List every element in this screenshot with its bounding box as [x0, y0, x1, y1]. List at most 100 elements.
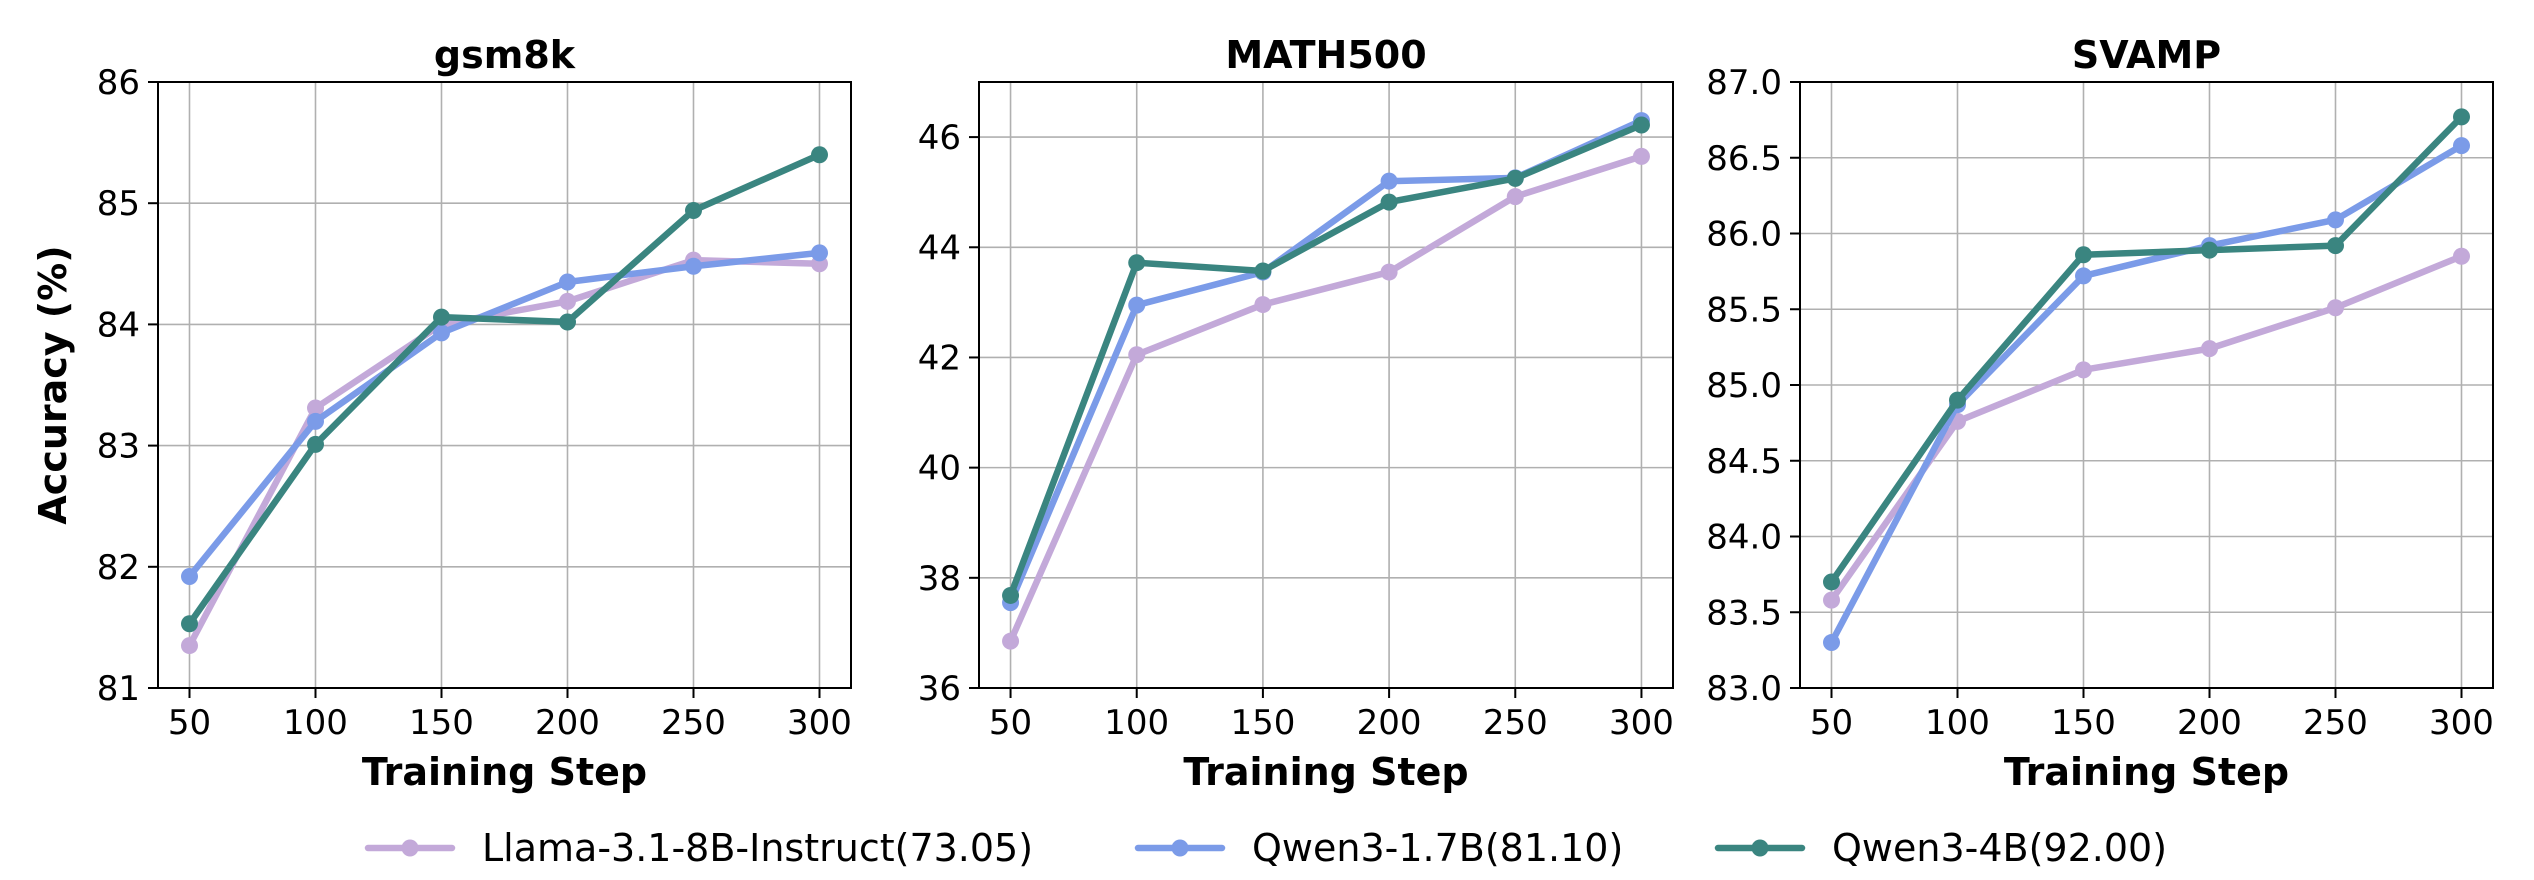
- series-line: [1007, 153, 1645, 645]
- data-point: [2327, 211, 2344, 229]
- series-2: [1002, 116, 1650, 604]
- series-2: [1823, 108, 2470, 591]
- plot-frame: [978, 81, 1674, 689]
- data-point: [559, 273, 576, 291]
- legend-label: Qwen3-1.7B(81.10): [1252, 826, 1623, 870]
- x-axis-label: Training Step: [2004, 750, 2289, 794]
- data-point: [1632, 147, 1650, 165]
- x-tick-label: 150: [1230, 703, 1295, 743]
- y-tick-label: 84: [97, 305, 140, 345]
- data-point: [2075, 361, 2092, 379]
- x-tick-label: 150: [2051, 703, 2116, 743]
- series-line: [1828, 252, 2465, 604]
- data-point: [1823, 573, 1840, 591]
- y-tick-label: 85: [97, 184, 140, 224]
- panel-title: MATH500: [1225, 33, 1426, 77]
- data-point: [1128, 254, 1146, 272]
- y-tick-label: 40: [918, 449, 961, 489]
- series-0: [181, 251, 828, 655]
- y-tick-label: 86.0: [1706, 215, 1782, 255]
- data-point: [2327, 237, 2344, 255]
- y-tick-label: 44: [918, 228, 961, 268]
- data-point: [307, 412, 324, 430]
- data-point: [2201, 241, 2218, 259]
- grid: [158, 81, 851, 689]
- legend-entry: Qwen3-4B(92.00): [1714, 826, 2167, 870]
- series-2: [181, 146, 828, 633]
- data-point: [181, 615, 198, 633]
- data-point: [307, 399, 324, 417]
- series-0: [1002, 147, 1650, 650]
- chart-panels: 50 100 150 200 250 300 81 82 83 84 85 86 gsm8k Traini…: [31, 33, 2494, 794]
- panel-1: 50 100 150 200 250 300 36 38 40 42 44 46 MATH500 Trai…: [918, 33, 1674, 794]
- data-point: [2453, 137, 2470, 155]
- data-point: [1823, 634, 1840, 652]
- x-axis-label: Training Step: [1183, 750, 1468, 794]
- data-point: [1823, 591, 1840, 609]
- data-point: [685, 257, 702, 275]
- data-point: [1949, 391, 1966, 409]
- y-tick-label: 84.0: [1706, 518, 1782, 558]
- data-point: [1380, 193, 1398, 211]
- panel-0: 50 100 150 200 250 300 81 82 83 84 85 86 gsm8k Traini…: [31, 33, 852, 794]
- y-tick-label: 86: [97, 63, 140, 103]
- x-tick-label: 200: [1357, 703, 1422, 743]
- x-tick-label: 150: [409, 703, 474, 743]
- data-point: [1002, 586, 1020, 604]
- y-axis-label: Accuracy (%): [31, 245, 75, 524]
- x-tick-label: 250: [2303, 703, 2368, 743]
- data-point: [1506, 169, 1524, 187]
- x-tick-label: 100: [1104, 703, 1169, 743]
- data-point: [559, 292, 576, 310]
- data-point: [811, 146, 828, 164]
- data-point: [1380, 172, 1398, 190]
- y-tick-label: 83.5: [1706, 593, 1782, 633]
- data-point: [181, 637, 198, 655]
- x-tick-label: 100: [283, 703, 348, 743]
- x-tick-label: 300: [787, 703, 852, 743]
- data-point: [811, 244, 828, 262]
- legend-swatch-marker: [1171, 839, 1189, 857]
- panel-2: 50 100 150 200 250 300 83.0 83.5 84.0 84.5 85.0 85.…: [1706, 33, 2494, 794]
- y-tick-label: 83.0: [1706, 669, 1782, 709]
- legend-entry: Llama-3.1-8B-Instruct(73.05): [364, 826, 1033, 870]
- y-tick-label: 81: [97, 669, 140, 709]
- y-tick-label: 84.5: [1706, 442, 1782, 482]
- data-point: [685, 201, 702, 219]
- series-0: [1823, 247, 2470, 609]
- x-tick-label: 250: [1483, 703, 1548, 743]
- x-tick-label: 300: [2429, 703, 2494, 743]
- data-point: [1632, 116, 1650, 134]
- data-point: [2201, 340, 2218, 358]
- data-point: [1506, 188, 1524, 206]
- y-tick-label: 85.0: [1706, 366, 1782, 406]
- y-tick-label: 46: [918, 118, 961, 158]
- x-tick-label: 250: [661, 703, 726, 743]
- series-1: [1823, 137, 2470, 652]
- legend-swatch-marker: [401, 839, 419, 857]
- grid: [979, 82, 1673, 689]
- x-tick-label: 200: [2177, 703, 2242, 743]
- data-point: [1380, 263, 1398, 281]
- panel-title: gsm8k: [434, 33, 576, 77]
- x-tick-label: 200: [535, 703, 600, 743]
- series-line: [186, 151, 823, 628]
- x-tick-label: 100: [1925, 703, 1990, 743]
- data-point: [2075, 246, 2092, 264]
- data-point: [307, 435, 324, 453]
- data-point: [559, 313, 576, 331]
- y-tick-label: 87.0: [1706, 63, 1782, 103]
- series-line: [1828, 113, 2465, 586]
- plot-frame: [157, 81, 852, 689]
- legend: Llama-3.1-8B-Instruct(73.05) Qwen3-1.7B(8…: [364, 826, 2167, 870]
- series-line: [1007, 117, 1645, 606]
- legend-label: Llama-3.1-8B-Instruct(73.05): [482, 826, 1033, 870]
- series-line: [186, 249, 823, 580]
- legend-label: Qwen3-4B(92.00): [1832, 826, 2167, 870]
- data-point: [433, 324, 450, 342]
- series-1: [181, 244, 828, 585]
- legend-entry: Qwen3-1.7B(81.10): [1134, 826, 1623, 870]
- series-line: [1828, 142, 2465, 646]
- data-point: [1254, 296, 1272, 314]
